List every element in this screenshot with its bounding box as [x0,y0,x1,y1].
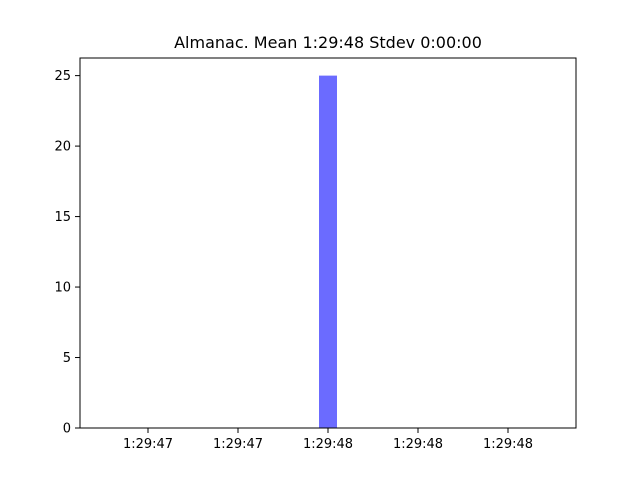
y-tick-label: 25 [54,69,71,84]
y-tick-label: 15 [54,210,71,225]
chart-title: Almanac. Mean 1:29:48 Stdev 0:00:00 [174,33,482,52]
y-tick-label: 5 [63,351,71,366]
x-tick-label: 1:29:48 [303,437,353,452]
histogram-bar [319,75,337,428]
x-tick-label: 1:29:48 [483,437,533,452]
bars-layer [319,75,337,428]
x-tick-label: 1:29:47 [123,437,173,452]
y-axis: 0 5 10 15 20 25 [54,69,80,437]
x-tick-label: 1:29:48 [393,437,443,452]
x-tick-label: 1:29:47 [213,437,263,452]
x-axis: 1:29:47 1:29:47 1:29:48 1:29:48 1:29:48 [123,428,533,452]
y-tick-label: 10 [54,281,71,296]
y-tick-label: 20 [54,140,71,155]
y-tick-label: 0 [63,422,71,437]
